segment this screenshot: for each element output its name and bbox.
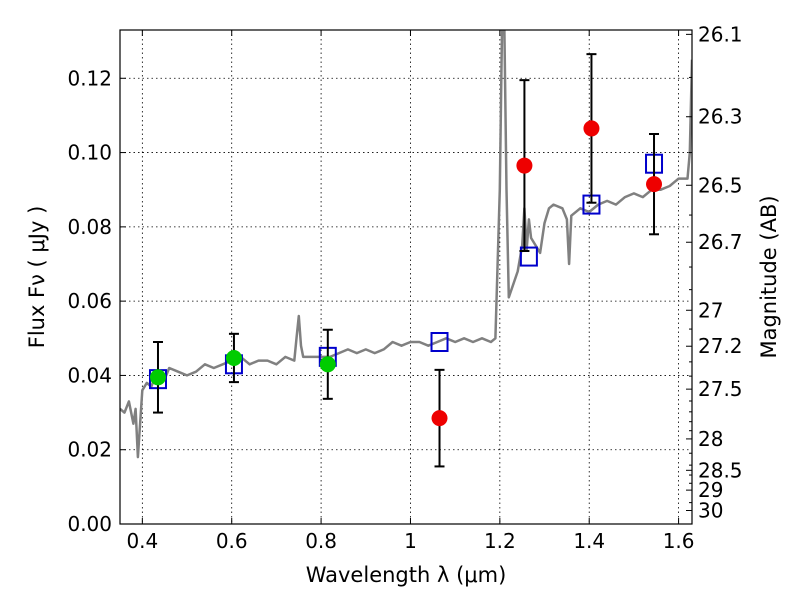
y-tick-label: 0.04 bbox=[67, 363, 112, 387]
observed-flux-point bbox=[516, 157, 533, 174]
y-tick-label: 0.06 bbox=[67, 289, 112, 313]
right-tick-label: 26.7 bbox=[698, 230, 743, 254]
x-tick-label: 1.4 bbox=[573, 529, 605, 553]
right-tick-label: 27.5 bbox=[698, 377, 743, 401]
y-tick-label: 0.10 bbox=[67, 141, 112, 165]
observed-flux-point bbox=[319, 356, 336, 373]
right-tick-label: 29 bbox=[698, 478, 723, 502]
y-tick-label: 0.12 bbox=[67, 66, 112, 90]
y-tick-label: 0.00 bbox=[67, 512, 112, 536]
x-axis-label: Wavelength λ (μm) bbox=[306, 563, 507, 587]
right-tick-label: 26.3 bbox=[698, 105, 743, 129]
right-tick-label: 28 bbox=[698, 427, 723, 451]
x-tick-label: 1.2 bbox=[484, 529, 516, 553]
plot-frame bbox=[119, 29, 693, 525]
ticks: 0.4 0.6 0.8 1 1.2 1.4 1.6 0.00 0.02 0.04 0.06 0.08 0… bbox=[67, 22, 742, 553]
right-axis-label: Magnitude (AB) bbox=[757, 195, 781, 358]
y-axis-label: Flux Fν ( μJy ) bbox=[25, 206, 49, 349]
right-tick-label: 27.2 bbox=[698, 334, 743, 358]
observed-flux-point bbox=[225, 349, 242, 366]
right-tick-label: 26.5 bbox=[698, 173, 743, 197]
right-tick-label: 30 bbox=[698, 499, 723, 523]
observed-flux-point bbox=[149, 369, 166, 386]
model-spectrum-line bbox=[120, 30, 692, 459]
model-flux-square bbox=[430, 332, 449, 352]
x-tick-label: 0.4 bbox=[126, 529, 158, 553]
right-tick-label: 28.5 bbox=[698, 458, 743, 482]
plot-background bbox=[120, 30, 692, 524]
x-tick-label: 1 bbox=[404, 529, 417, 553]
series-layer bbox=[120, 30, 692, 468]
x-tick-label: 0.8 bbox=[305, 529, 337, 553]
observed-flux-point bbox=[431, 410, 448, 427]
x-tick-label: 0.6 bbox=[216, 529, 248, 553]
y-tick-label: 0.08 bbox=[67, 215, 112, 239]
observed-flux-point bbox=[646, 176, 663, 193]
x-tick-label: 1.6 bbox=[663, 529, 695, 553]
model-flux-square bbox=[519, 246, 538, 267]
right-tick-label: 27 bbox=[698, 298, 723, 322]
right-tick-label: 26.1 bbox=[698, 22, 743, 46]
observed-flux-point bbox=[583, 120, 600, 137]
y-tick-label: 0.02 bbox=[67, 438, 112, 462]
